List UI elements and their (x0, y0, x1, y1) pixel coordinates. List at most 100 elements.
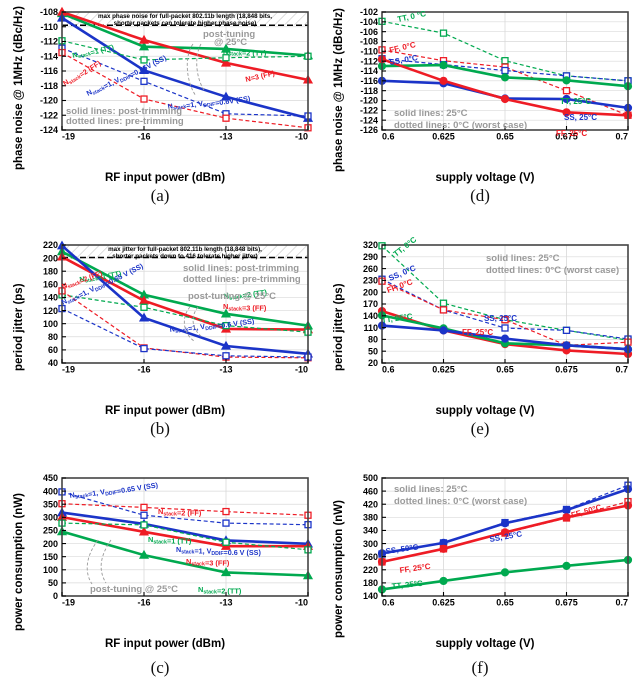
y-tick-label: -102 (360, 7, 378, 17)
caption-d: (d) (470, 186, 490, 205)
panel-f-xlabel: supply voltage (V) (435, 638, 535, 650)
y-tick-label: 420 (363, 499, 378, 509)
y-tick-label: 220 (43, 240, 58, 250)
data-marker (222, 321, 230, 330)
data-marker (501, 324, 509, 332)
y-tick-label: 260 (363, 552, 378, 562)
note-solid-lines: solid lines: 25°C (394, 484, 468, 495)
post-tuning-arrow (186, 43, 197, 97)
series-line (61, 308, 309, 358)
y-tick-label: 350 (43, 499, 58, 509)
data-marker (439, 306, 448, 314)
x-tick-label: 0.625 (432, 132, 455, 142)
panel-b-xlabel: RF input power (dBm) (104, 405, 226, 417)
y-tick-label: 320 (363, 240, 378, 250)
x-tick-label: -10 (295, 132, 308, 142)
y-tick-label: 230 (363, 276, 378, 286)
y-tick-label: -114 (40, 51, 58, 61)
data-marker (501, 57, 509, 65)
y-tick-label: -114 (360, 66, 378, 76)
data-marker (222, 114, 230, 122)
note-post-tuning: post-tuning @ 25°C (90, 584, 178, 595)
panel-b: period jitter (ps) max jitter for full-p… (0, 233, 320, 438)
x-tick-label: -10 (295, 365, 308, 375)
anno-nstack3-ff: Nstack=3 (FF) (223, 302, 267, 313)
data-marker (220, 43, 232, 53)
data-marker (439, 544, 448, 553)
post-tuning-arrow2 (100, 539, 112, 584)
y-tick-label: 200 (43, 539, 58, 549)
caption-c: (c) (150, 658, 170, 677)
series-line (61, 250, 309, 327)
data-marker (138, 549, 150, 559)
series-line (61, 491, 309, 526)
panel-f-plot: 500 460 420 380 340 300 260 220 180 140 0.6 0.625 0.… (363, 473, 633, 608)
data-marker (222, 538, 230, 546)
y-tick-label: 300 (363, 539, 378, 549)
note-solid-lines: solid lines: 25°C (394, 108, 468, 119)
x-tick-label: -19 (62, 132, 75, 142)
series-line (61, 503, 309, 516)
y-tick-label: 450 (43, 473, 58, 483)
note-solid-lines: solid lines: post-trimming (183, 263, 299, 274)
x-tick-label: 0.7 (615, 365, 628, 375)
data-marker (500, 528, 510, 537)
anno-ss-25c: SS, 25°C (564, 113, 597, 122)
data-marker (439, 29, 448, 37)
y-tick-label: 250 (43, 526, 58, 536)
x-tick-label: 0.6 (382, 132, 395, 142)
series-ss-25-c (377, 485, 633, 558)
note-post-tuning: post-tuning (203, 29, 255, 40)
y-tick-label: 140 (43, 293, 58, 303)
panel-a-xlabel: RF input power (dBm) (104, 172, 226, 184)
y-tick-label: -112 (360, 56, 378, 66)
y-tick-label: 110 (363, 323, 378, 333)
threshold-hatch (62, 12, 308, 26)
data-marker (500, 94, 510, 104)
x-tick-label: 0.6 (382, 598, 395, 608)
data-marker (138, 312, 150, 322)
y-tick-label: 100 (43, 319, 58, 329)
panel-c: power consumption (nW) 450 400 350 300 250 20… (0, 466, 320, 689)
data-marker (140, 511, 148, 519)
x-tick-label: 0.675 (555, 598, 578, 608)
panel-a-plot: max phase noise for full-packet 802.11b … (40, 6, 314, 142)
note-dotted-lines: dotted lines: pre-trimming (66, 116, 184, 127)
x-tick-label: 0.7 (615, 598, 628, 608)
data-marker (222, 519, 230, 527)
data-marker (138, 41, 150, 51)
data-marker (220, 567, 232, 577)
series-line (61, 10, 309, 82)
x-tick-label: -13 (219, 132, 232, 142)
data-marker (562, 513, 571, 522)
anno-tt-25c: TT, 25°C (391, 579, 423, 591)
series-line (381, 58, 629, 82)
series-line (61, 52, 309, 129)
anno-nstack2-ff: Nstack=2 (FF) (61, 57, 103, 89)
data-marker (562, 341, 571, 350)
anno-ff-25c: FF, 25°C (399, 562, 431, 575)
anno-ff-0c: FF, 0°C (388, 40, 416, 55)
y-tick-label: 170 (363, 299, 378, 309)
y-tick-label: 180 (363, 578, 378, 588)
y-tick-label: 300 (43, 513, 58, 523)
panel-d-xlabel: supply voltage (V) (435, 172, 535, 184)
y-tick-label: 400 (43, 486, 58, 496)
note-solid-lines: solid lines: post-trimming (66, 106, 182, 117)
hatch-label-line1: max jitter for full-packet 802.11b lengt… (108, 246, 262, 253)
x-tick-label: 0.65 (496, 365, 514, 375)
data-marker (439, 326, 448, 335)
anno-tt-25c: TT, 25°C (381, 312, 413, 325)
data-marker (220, 91, 232, 101)
data-marker (439, 576, 448, 586)
x-tick-label: 0.675 (555, 132, 578, 142)
y-tick-label: 290 (363, 252, 378, 262)
panel-d: phase noise @ 1MHz (dBc/Hz) -102 -104 -106… (320, 0, 640, 205)
x-tick-label: -16 (137, 598, 150, 608)
data-marker (222, 54, 230, 62)
y-tick-label: 60 (48, 345, 58, 355)
y-tick-label: -108 (360, 37, 378, 47)
hatch-label-line2: shorter packets can tolerate higher phas… (114, 20, 257, 27)
y-tick-label: 500 (363, 473, 378, 483)
